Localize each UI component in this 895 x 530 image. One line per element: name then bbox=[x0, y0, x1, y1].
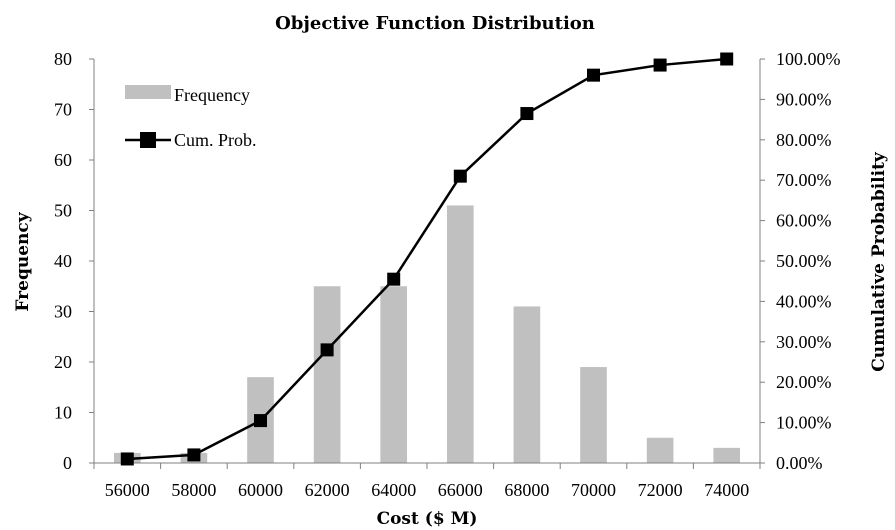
legend-frequency-label: Frequency bbox=[174, 85, 250, 105]
y-tick-label: 80 bbox=[54, 49, 72, 69]
y2-tick-label: 40.00% bbox=[776, 291, 832, 311]
x-tick-label: 60000 bbox=[238, 480, 283, 500]
cum-prob-line bbox=[127, 57, 727, 461]
y-tick-label: 0 bbox=[63, 453, 72, 473]
y2-tick-label: 100.00% bbox=[776, 49, 841, 69]
bar bbox=[580, 367, 607, 463]
y2-tick-label: 80.00% bbox=[776, 130, 832, 150]
cum-prob-point bbox=[720, 52, 734, 66]
bar bbox=[446, 205, 474, 463]
x-tick-label: 70000 bbox=[571, 480, 616, 500]
y-axis-left-ticks: 0 10 20 30 40 50 60 70 80 bbox=[54, 49, 94, 473]
y2-tick-label: 90.00% bbox=[776, 89, 832, 109]
y2-tick-label: 50.00% bbox=[776, 251, 832, 271]
y-tick-label: 20 bbox=[54, 352, 72, 372]
cum-prob-point bbox=[587, 68, 600, 82]
legend: Frequency Cum. Prob. bbox=[125, 85, 257, 150]
y-tick-label: 40 bbox=[54, 251, 72, 271]
y2-tick-label: 20.00% bbox=[776, 372, 832, 392]
cum-prob-point bbox=[187, 448, 201, 462]
y2-tick-label: 10.00% bbox=[776, 413, 832, 433]
y2-tick-label: 70.00% bbox=[776, 170, 832, 190]
legend-cum-prob-marker bbox=[140, 132, 156, 148]
y-axis-left-title: Frequency bbox=[13, 211, 33, 311]
y-axis-right-ticks: 0.00% 10.00% 20.00% 30.00% 40.00% 50.00% 60.00… bbox=[760, 49, 841, 473]
x-tick-label: 62000 bbox=[305, 480, 350, 500]
legend-frequency-swatch bbox=[125, 85, 171, 99]
cum-prob-point bbox=[653, 58, 667, 72]
legend-cum-prob-label: Cum. Prob. bbox=[174, 130, 257, 150]
bar bbox=[380, 286, 408, 463]
y2-tick-label: 0.00% bbox=[776, 453, 823, 473]
y-tick-label: 70 bbox=[54, 100, 72, 120]
bar bbox=[313, 286, 341, 463]
y-tick-label: 60 bbox=[54, 150, 72, 170]
cum-prob-point bbox=[520, 107, 534, 121]
x-axis-ticks: 56000 58000 60000 62000 64000 66000 68000 70000… bbox=[93, 463, 761, 500]
bar bbox=[646, 437, 674, 463]
x-tick-label: 58000 bbox=[171, 480, 216, 500]
x-tick-label: 64000 bbox=[371, 480, 416, 500]
x-tick-label: 72000 bbox=[638, 480, 683, 500]
x-tick-label: 68000 bbox=[504, 480, 549, 500]
x-tick-label: 74000 bbox=[704, 480, 749, 500]
x-tick-label: 56000 bbox=[105, 480, 150, 500]
y-tick-label: 10 bbox=[54, 403, 72, 423]
cum-prob-point bbox=[387, 272, 401, 286]
y-tick-label: 50 bbox=[54, 201, 72, 221]
bar-series bbox=[113, 205, 741, 463]
y2-tick-label: 60.00% bbox=[776, 211, 832, 231]
cum-prob-point bbox=[254, 414, 267, 428]
y2-tick-label: 30.00% bbox=[776, 332, 832, 352]
cum-prob-point bbox=[453, 169, 467, 183]
y-axis-right-title: Cumulative Probability bbox=[869, 151, 889, 372]
x-tick-label: 66000 bbox=[438, 480, 483, 500]
cum-prob-markers bbox=[120, 52, 734, 466]
y-tick-label: 30 bbox=[54, 302, 72, 322]
cum-prob-point bbox=[120, 452, 134, 466]
bar bbox=[513, 306, 541, 463]
cum-prob-point bbox=[320, 343, 334, 357]
bar bbox=[713, 447, 741, 463]
x-axis-title: Cost ($ M) bbox=[377, 509, 478, 529]
chart-title: Objective Function Distribution bbox=[275, 13, 595, 34]
